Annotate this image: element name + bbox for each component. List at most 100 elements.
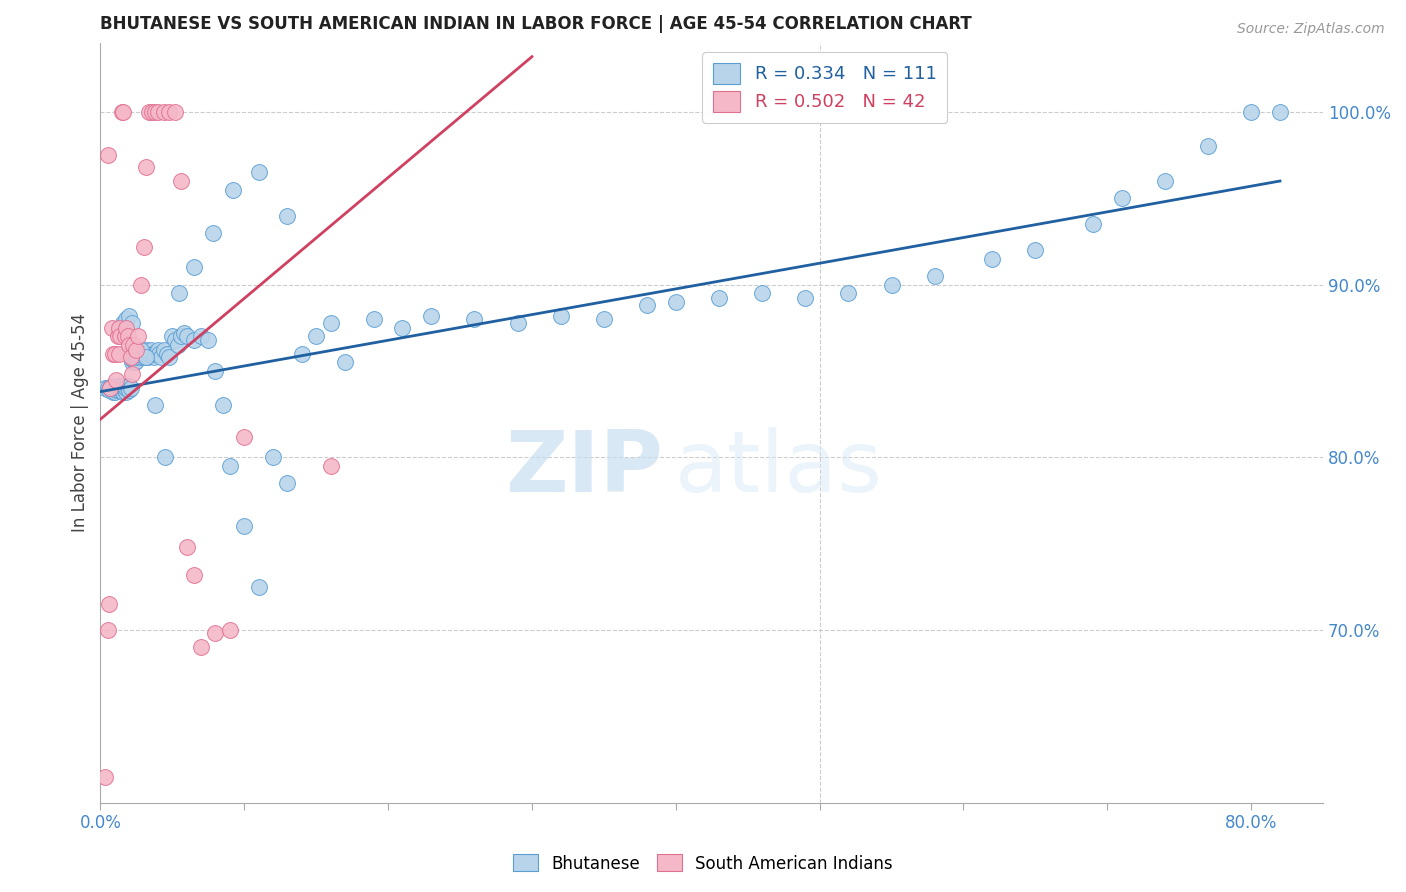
- Point: [190, 329, 212, 343]
- Point: [115, 320, 138, 334]
- Point: [707, 292, 730, 306]
- Point: [169, 286, 191, 301]
- Point: [110, 329, 132, 343]
- Point: [143, 105, 166, 120]
- Point: [100, 381, 122, 395]
- Point: [132, 239, 155, 253]
- Point: [103, 384, 125, 399]
- Point: [1111, 191, 1133, 205]
- Text: BHUTANESE VS SOUTH AMERICAN INDIAN IN LABOR FORCE | AGE 45-54 CORRELATION CHART: BHUTANESE VS SOUTH AMERICAN INDIAN IN LA…: [100, 15, 972, 33]
- Point: [262, 450, 284, 465]
- Point: [111, 383, 134, 397]
- Point: [1240, 105, 1263, 120]
- Point: [103, 346, 125, 360]
- Point: [139, 343, 162, 358]
- Point: [114, 381, 136, 395]
- Point: [107, 329, 129, 343]
- Point: [118, 309, 141, 323]
- Point: [108, 320, 131, 334]
- Point: [142, 350, 165, 364]
- Point: [111, 105, 134, 120]
- Point: [146, 343, 169, 358]
- Point: [190, 640, 212, 655]
- Legend: R = 0.334   N = 111, R = 0.502   N = 42: R = 0.334 N = 111, R = 0.502 N = 42: [702, 52, 948, 122]
- Point: [118, 338, 141, 352]
- Point: [104, 346, 127, 360]
- Point: [247, 165, 270, 179]
- Point: [155, 346, 177, 360]
- Point: [132, 350, 155, 364]
- Point: [201, 226, 224, 240]
- Point: [121, 355, 143, 369]
- Point: [135, 343, 157, 358]
- Point: [124, 355, 146, 369]
- Point: [125, 343, 148, 358]
- Text: ZIP: ZIP: [505, 427, 662, 510]
- Point: [157, 350, 180, 364]
- Point: [247, 580, 270, 594]
- Point: [167, 338, 190, 352]
- Point: [636, 298, 658, 312]
- Point: [391, 320, 413, 334]
- Point: [981, 252, 1004, 266]
- Point: [218, 458, 240, 473]
- Point: [550, 309, 572, 323]
- Point: [506, 316, 529, 330]
- Point: [107, 379, 129, 393]
- Point: [93, 770, 115, 784]
- Point: [218, 623, 240, 637]
- Point: [127, 329, 149, 343]
- Point: [138, 346, 160, 360]
- Point: [129, 346, 152, 360]
- Point: [157, 105, 180, 120]
- Point: [120, 350, 142, 364]
- Point: [93, 381, 115, 395]
- Point: [96, 381, 118, 395]
- Legend: Bhutanese, South American Indians: Bhutanese, South American Indians: [506, 847, 900, 880]
- Point: [1154, 174, 1177, 188]
- Point: [146, 105, 169, 120]
- Point: [125, 346, 148, 360]
- Point: [129, 343, 152, 358]
- Point: [165, 333, 187, 347]
- Point: [131, 348, 153, 362]
- Point: [291, 346, 314, 360]
- Point: [1081, 217, 1104, 231]
- Point: [108, 381, 131, 395]
- Point: [233, 429, 256, 443]
- Point: [110, 381, 132, 395]
- Point: [114, 383, 136, 397]
- Point: [143, 346, 166, 360]
- Point: [107, 381, 129, 395]
- Point: [96, 623, 118, 637]
- Point: [129, 277, 152, 292]
- Point: [305, 329, 328, 343]
- Point: [880, 277, 903, 292]
- Point: [138, 105, 160, 120]
- Point: [592, 312, 614, 326]
- Point: [183, 260, 205, 275]
- Point: [149, 350, 172, 364]
- Point: [125, 350, 148, 364]
- Point: [108, 346, 131, 360]
- Y-axis label: In Labor Force | Age 45-54: In Labor Force | Age 45-54: [72, 313, 89, 533]
- Point: [112, 381, 135, 395]
- Point: [152, 105, 174, 120]
- Point: [129, 350, 152, 364]
- Point: [100, 381, 122, 395]
- Point: [98, 597, 121, 611]
- Point: [127, 346, 149, 360]
- Point: [125, 353, 148, 368]
- Point: [121, 351, 143, 366]
- Point: [319, 316, 342, 330]
- Point: [101, 379, 124, 393]
- Point: [135, 350, 157, 364]
- Point: [118, 383, 141, 397]
- Point: [98, 383, 121, 397]
- Point: [183, 567, 205, 582]
- Point: [162, 329, 184, 343]
- Point: [141, 105, 163, 120]
- Point: [121, 368, 143, 382]
- Point: [112, 105, 135, 120]
- Point: [122, 350, 145, 364]
